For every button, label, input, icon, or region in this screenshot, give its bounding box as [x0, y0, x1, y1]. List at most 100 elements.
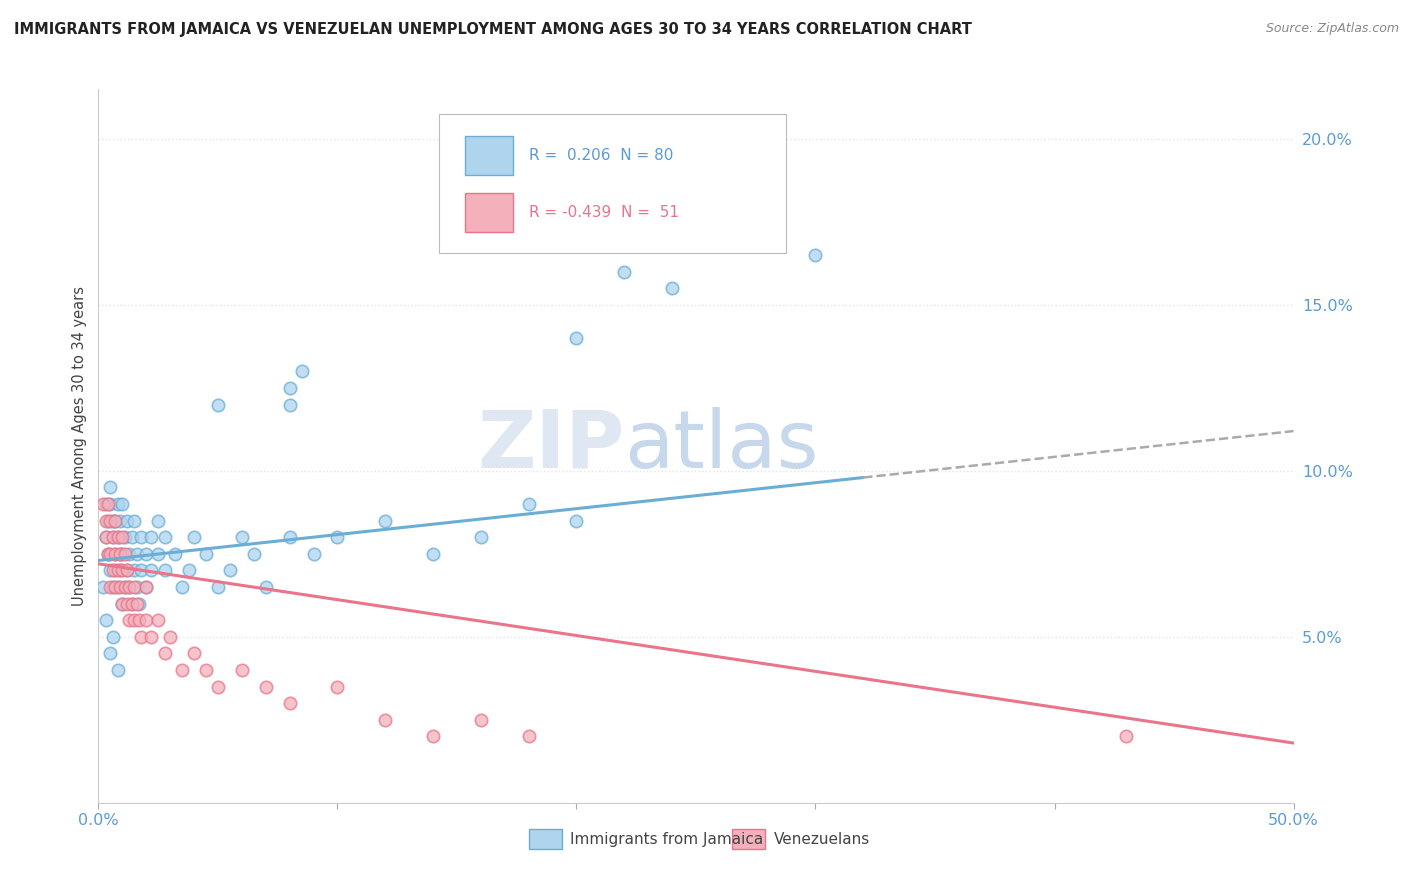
Text: ZIP: ZIP	[477, 407, 624, 485]
Point	[135, 613, 157, 627]
Point	[135, 580, 157, 594]
Point	[111, 597, 134, 611]
Point	[107, 497, 129, 511]
Point	[148, 547, 170, 561]
Point	[97, 547, 120, 561]
Point	[517, 497, 540, 511]
FancyBboxPatch shape	[529, 830, 562, 849]
Point	[118, 547, 141, 561]
Point	[121, 530, 143, 544]
Point	[155, 564, 177, 578]
Text: R =  0.206  N = 80: R = 0.206 N = 80	[529, 148, 673, 162]
Point	[139, 530, 162, 544]
Point	[302, 547, 325, 561]
Point	[148, 514, 170, 528]
Point	[104, 514, 127, 528]
Point	[159, 630, 181, 644]
Point	[101, 530, 124, 544]
Point	[108, 580, 131, 594]
Point	[107, 580, 129, 594]
Point	[124, 564, 146, 578]
Point	[128, 613, 150, 627]
Point	[101, 514, 124, 528]
Point	[179, 564, 201, 578]
Point	[131, 630, 153, 644]
Point	[163, 547, 186, 561]
Point	[97, 547, 120, 561]
Point	[114, 580, 136, 594]
Point	[124, 613, 146, 627]
Point	[111, 547, 134, 561]
Point	[118, 580, 141, 594]
Point	[135, 547, 157, 561]
Point	[131, 564, 153, 578]
Point	[195, 547, 218, 561]
Point	[111, 497, 134, 511]
Point	[118, 580, 141, 594]
Point	[114, 580, 136, 594]
Point	[422, 730, 444, 744]
Point	[108, 547, 131, 561]
Point	[613, 198, 636, 212]
Point	[756, 215, 779, 229]
Point	[98, 647, 122, 661]
Point	[470, 530, 492, 544]
Point	[115, 564, 138, 578]
Point	[804, 248, 827, 262]
Text: Venezuelans: Venezuelans	[773, 831, 870, 847]
Point	[135, 580, 157, 594]
Point	[709, 231, 731, 245]
Point	[231, 530, 253, 544]
Point	[125, 580, 148, 594]
FancyBboxPatch shape	[465, 136, 513, 175]
Point	[101, 580, 124, 594]
Point	[139, 564, 162, 578]
Point	[104, 547, 127, 561]
Point	[91, 497, 114, 511]
Point	[172, 663, 194, 677]
Point	[125, 597, 148, 611]
Point	[108, 564, 131, 578]
Point	[114, 547, 136, 561]
FancyBboxPatch shape	[465, 193, 513, 232]
Point	[94, 530, 117, 544]
Point	[155, 530, 177, 544]
Point	[98, 564, 122, 578]
Point	[565, 331, 588, 345]
Point	[111, 530, 134, 544]
Point	[128, 597, 150, 611]
Point	[374, 713, 396, 727]
Point	[107, 530, 129, 544]
Point	[111, 597, 134, 611]
Point	[94, 514, 117, 528]
Point	[108, 547, 131, 561]
Point	[121, 597, 143, 611]
Point	[91, 580, 114, 594]
Point	[207, 580, 229, 594]
Point	[422, 547, 444, 561]
Text: atlas: atlas	[624, 407, 818, 485]
Point	[101, 564, 124, 578]
Point	[98, 481, 122, 495]
Point	[101, 530, 124, 544]
Point	[756, 171, 779, 186]
Point	[101, 630, 124, 644]
Point	[108, 514, 131, 528]
Point	[107, 530, 129, 544]
Point	[183, 530, 205, 544]
Point	[98, 497, 122, 511]
Point	[115, 514, 138, 528]
Point	[104, 564, 127, 578]
Point	[254, 580, 277, 594]
Point	[278, 530, 301, 544]
Y-axis label: Unemployment Among Ages 30 to 34 years: Unemployment Among Ages 30 to 34 years	[72, 286, 87, 606]
Point	[97, 514, 120, 528]
Point	[172, 580, 194, 594]
FancyBboxPatch shape	[439, 114, 786, 253]
Point	[94, 530, 117, 544]
Point	[121, 597, 143, 611]
Point	[243, 547, 266, 561]
Point	[104, 547, 127, 561]
Point	[104, 580, 127, 594]
Point	[104, 514, 127, 528]
